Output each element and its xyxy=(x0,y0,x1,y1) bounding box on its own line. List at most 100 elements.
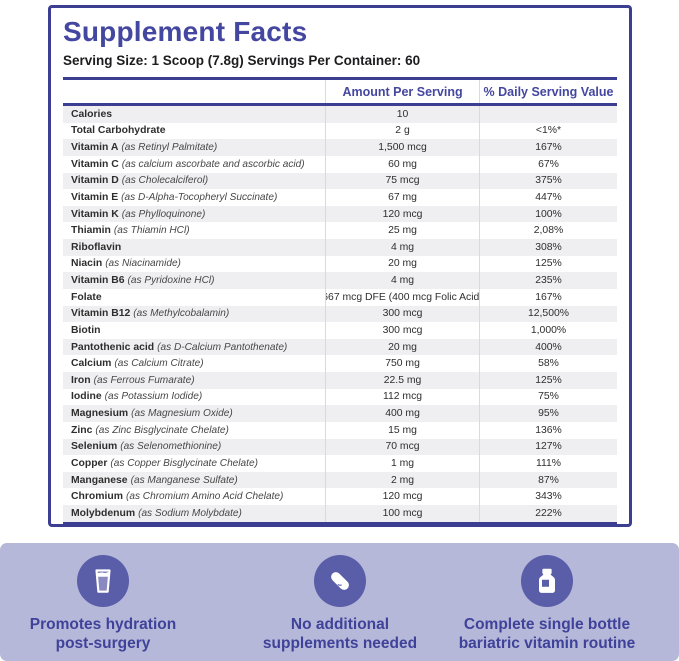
nutrient-name: Biotin xyxy=(71,324,101,336)
nutrient-amount-cell: 20 mg xyxy=(325,338,479,356)
nutrient-name-cell: Selenium (as Selenomethionine) xyxy=(63,439,325,456)
nutrient-name: Magnesium xyxy=(71,408,129,420)
nutrient-name-cell: Manganese (as Manganese Sulfate) xyxy=(63,472,325,489)
nutrient-daily-value-cell: 58% xyxy=(479,355,617,372)
table-row: Vitamin B12 (as Methylcobalamin) 300 mcg… xyxy=(63,305,617,323)
nutrient-name-cell: Vitamin C (as calcium ascorbate and asco… xyxy=(63,156,325,173)
nutrient-name-cell: Biotin xyxy=(63,322,325,339)
nutrient-daily-value-cell: 100% xyxy=(479,205,617,223)
table-row: Selenium (as Selenomethionine) 70 mcg 12… xyxy=(63,438,617,456)
nutrient-name: Vitamin B6 xyxy=(71,275,125,287)
nutrient-daily-value-cell: 95% xyxy=(479,405,617,422)
table-row: Calories 10 xyxy=(63,106,617,123)
nutrient-name: Manganese xyxy=(71,474,128,486)
nutrient-name-cell: Chromium (as Chromium Amino Acid Chelate… xyxy=(63,488,325,505)
nutrient-name: Calcium xyxy=(71,358,112,370)
nutrient-name: Total Carbohydrate xyxy=(71,125,166,137)
nutrient-amount-cell: 120 mcg xyxy=(325,205,479,223)
table-row: Iodine (as Potassium Iodide) 112 mcg 75% xyxy=(63,388,617,406)
nutrient-daily-value-cell: 111% xyxy=(479,455,617,472)
nutrient-source-detail: (as Selenomethionine) xyxy=(120,441,222,453)
table-row: Manganese (as Manganese Sulfate) 2 mg 87… xyxy=(63,471,617,489)
table-row: Riboflavin 4 mg 308% xyxy=(63,239,617,256)
nutrient-source-detail: (as Thiamin HCl) xyxy=(113,225,190,237)
capsule-icon xyxy=(314,555,366,607)
nutrient-name-cell: Folate xyxy=(63,289,325,306)
table-row: Vitamin C (as calcium ascorbate and asco… xyxy=(63,155,617,173)
table-row: Vitamin E (as D-Alpha-Tocopheryl Succina… xyxy=(63,189,617,206)
page-title: Supplement Facts xyxy=(63,16,308,47)
nutrient-source-detail: (as Ferrous Fumarate) xyxy=(93,374,195,386)
nutrient-amount-cell: 120 mcg xyxy=(325,488,479,505)
benefit-label-line2: bariatric vitamin routine xyxy=(458,635,636,652)
nutrient-name: Pantothenic acid xyxy=(71,341,155,353)
nutrient-source-detail: (as Niacinamide) xyxy=(105,258,181,270)
nutrient-amount-cell: 2 g xyxy=(325,122,479,140)
benefits-footer-band: Promotes hydration post-surgery No addit… xyxy=(0,543,679,661)
nutrient-name-cell: Molybdenum (as Sodium Molybdate) xyxy=(63,505,325,522)
nutrient-amount-cell: 75 mcg xyxy=(325,172,479,190)
header-cell-daily-value: % Daily Serving Value xyxy=(479,80,617,103)
nutrient-name-cell: Calcium (as Calcium Citrate) xyxy=(63,355,325,372)
nutrient-name: Iron xyxy=(71,374,91,386)
nutrient-daily-value-cell: 12,500% xyxy=(479,305,617,323)
nutrient-name-cell: Vitamin B12 (as Methylcobalamin) xyxy=(63,306,325,323)
nutrient-amount-cell: 4 mg xyxy=(325,239,479,256)
nutrient-amount-cell: 400 mg xyxy=(325,405,479,422)
nutrient-amount-cell: 67 mg xyxy=(325,189,479,206)
nutrient-name-cell: Iodine (as Potassium Iodide) xyxy=(63,389,325,406)
nutrient-daily-value-cell: 235% xyxy=(479,272,617,289)
benefit-label-line1: No additional xyxy=(290,616,390,633)
nutrient-amount-cell: 300 mcg xyxy=(325,322,479,339)
nutrient-source-detail: (as Zinc Bisglycinate Chelate) xyxy=(95,424,229,436)
nutrient-amount-cell: 2 mg xyxy=(325,471,479,489)
benefit-item-no-supplements: No additional supplements needed xyxy=(247,555,433,653)
nutrient-name-cell: Vitamin B6 (as Pyridoxine HCl) xyxy=(63,272,325,289)
table-row: Calcium (as Calcium Citrate) 750 mg 58% xyxy=(63,355,617,372)
nutrient-amount-cell: 10 xyxy=(325,106,479,123)
vitamin-bottle-icon xyxy=(521,555,573,607)
benefit-label-line1: Complete single bottle xyxy=(463,616,631,633)
table-row: Magnesium (as Magnesium Oxide) 400 mg 95… xyxy=(63,405,617,422)
nutrient-daily-value-cell: 167% xyxy=(479,139,617,156)
nutrient-amount-cell: 667 mcg DFE (400 mcg Folic Acid) xyxy=(325,288,479,306)
nutrient-daily-value-cell: 2,08% xyxy=(479,222,617,239)
nutrient-source-detail: (as Sodium Molybdate) xyxy=(138,507,242,519)
nutrient-daily-value-cell: 167% xyxy=(479,288,617,306)
nutrient-amount-cell: 100 mcg xyxy=(325,505,479,522)
nutrient-daily-value-cell: 447% xyxy=(479,189,617,206)
nutrient-daily-value-cell: 125% xyxy=(479,255,617,273)
nutrient-name-cell: Riboflavin xyxy=(63,239,325,256)
nutrient-name-cell: Iron (as Ferrous Fumarate) xyxy=(63,372,325,389)
table-row: Thiamin (as Thiamin HCl) 25 mg 2,08% xyxy=(63,222,617,239)
nutrient-name: Vitamin K xyxy=(71,208,119,220)
nutrient-source-detail: (as Manganese Sulfate) xyxy=(130,474,238,486)
nutrient-daily-value-cell: 375% xyxy=(479,172,617,190)
benefit-item-single-bottle: Complete single bottle bariatric vitamin… xyxy=(437,555,657,653)
supplement-facts-card: Supplement Facts Serving Size: 1 Scoop (… xyxy=(48,5,632,527)
nutrient-amount-cell: 300 mcg xyxy=(325,305,479,323)
benefit-label-line1: Promotes hydration xyxy=(29,616,177,633)
nutrient-name: Copper xyxy=(71,457,108,469)
nutrient-daily-value-cell xyxy=(479,106,617,123)
serving-size-line: Serving Size: 1 Scoop (7.8g) Servings Pe… xyxy=(63,53,421,68)
benefit-label-line2: supplements needed xyxy=(262,635,418,652)
nutrient-amount-cell: 60 mg xyxy=(325,155,479,173)
nutrient-name: Thiamin xyxy=(71,225,111,237)
nutrient-daily-value-cell: 1,000% xyxy=(479,322,617,339)
nutrient-daily-value-cell: 222% xyxy=(479,505,617,522)
nutrient-source-detail: (as Calcium Citrate) xyxy=(114,358,204,370)
table-row: Vitamin A (as Retinyl Palmitate) 1,500 m… xyxy=(63,139,617,156)
table-row: Biotin 300 mcg 1,000% xyxy=(63,322,617,339)
nutrient-daily-value-cell: 87% xyxy=(479,471,617,489)
benefit-label-line2: post-surgery xyxy=(55,635,151,652)
facts-rows: Calories 10 Total Carbohydrate 2 g <1%* … xyxy=(63,106,617,525)
nutrient-name: Riboflavin xyxy=(71,241,122,253)
nutrient-name-cell: Pantothenic acid (as D-Calcium Pantothen… xyxy=(63,339,325,356)
nutrient-name: Vitamin B12 xyxy=(71,308,131,320)
nutrient-name-cell: Calories xyxy=(63,106,325,123)
nutrient-amount-cell: 750 mg xyxy=(325,355,479,372)
nutrient-amount-cell: 22.5 mg xyxy=(325,372,479,389)
nutrient-name-cell: Total Carbohydrate xyxy=(63,123,325,140)
nutrient-daily-value-cell: 308% xyxy=(479,239,617,256)
